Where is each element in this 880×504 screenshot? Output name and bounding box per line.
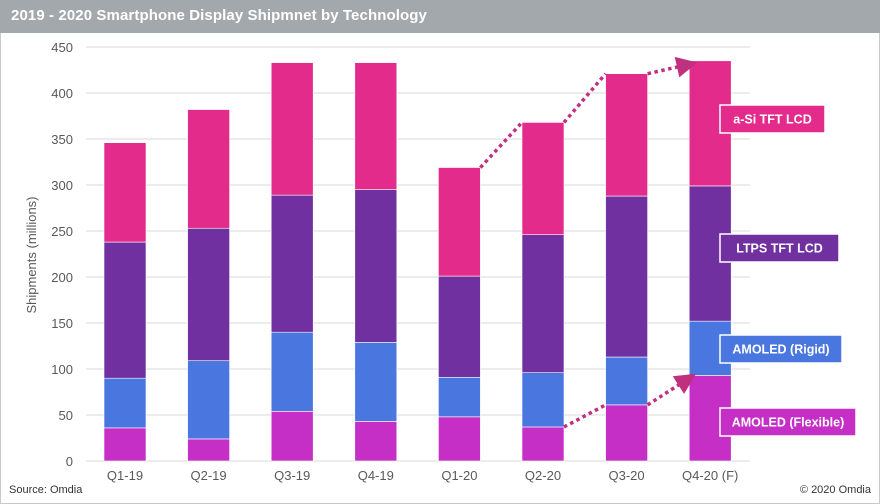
bar-stack [354,62,398,462]
source-note: Source: Omdia [9,484,83,496]
legend: a-Si TFT LCD LTPS TFT LCD AMOLED (Rigid) AM… [719,104,857,437]
legend-label: a-Si TFT LCD [733,113,811,127]
bar-segment-a-si-tft-lcd [354,62,398,190]
bar-segment-amoled-rigid [187,360,230,440]
x-tick-label: Q1-20 [441,468,477,483]
trend-arrow-segment [646,373,697,407]
copyright-note: © 2020 Omdia [799,484,871,496]
legend-label: AMOLED (Rigid) [732,343,829,357]
bar-segment-amoled-rigid [605,356,648,406]
x-tick-label: Q2-19 [191,468,227,483]
bar-stack [521,122,565,462]
bar-segment-a-si-tft-lcd [438,167,481,277]
legend-label: AMOLED (Flexible) [732,416,845,430]
y-tick-label: 350 [51,132,73,147]
legend-item: AMOLED (Rigid) [719,334,843,364]
x-tick-label: Q1-19 [107,468,143,483]
title-bar: 2019 - 2020 Smartphone Display Shipmnet … [0,0,880,33]
gridlines [86,46,750,462]
trend-arrow-segment [562,72,607,124]
bar-stack [605,73,648,462]
y-tick-label: 300 [51,178,73,193]
bar-stack [270,62,314,462]
x-tick-label: Q3-20 [609,468,645,483]
x-tick-label: Q2-20 [525,468,561,483]
y-tick-label: 450 [51,40,73,55]
x-axis-ticks: Q1-19 Q2-19 Q3-19 Q4-19 Q1-20 Q2-20 Q3-20 Q4-20… [107,468,738,483]
bar-segment-amoled-flexible [605,404,648,462]
bar-segment-a-si-tft-lcd [270,62,314,196]
bar-stack [438,167,481,462]
x-tick-label: Q4-20 (F) [682,468,738,483]
bar-stack [103,142,147,462]
bar-segment-amoled-rigid [521,372,565,428]
y-tick-label: 400 [51,86,73,101]
bar-segment-ltps-tft-lcd [270,194,314,333]
bar-segment-amoled-flexible [270,411,314,462]
bar-segment-amoled-rigid [438,376,481,418]
bar-segment-a-si-tft-lcd [103,142,147,243]
legend-item: LTPS TFT LCD [719,233,840,263]
annotations [479,56,698,429]
bar-segment-amoled-rigid [354,342,398,422]
y-axis-title: Shipments (millions) [24,196,39,313]
y-tick-label: 150 [51,316,73,331]
bar-segment-amoled-flexible [438,416,481,462]
trend-arrow-segment [647,56,698,78]
legend-box [719,104,826,134]
x-tick-label: Q3-19 [274,468,310,483]
bar-segment-a-si-tft-lcd [605,73,648,197]
y-axis-ticks: 0 50 100 150 200 250 300 350 400 450 [51,40,73,469]
bar-segment-amoled-rigid [103,377,147,429]
y-tick-label: 100 [51,362,73,377]
x-tick-label: Q4-19 [358,468,394,483]
legend-box [719,233,840,263]
bar-segment-ltps-tft-lcd [354,189,398,343]
legend-box [719,407,857,437]
bar-segment-ltps-tft-lcd [438,275,481,378]
trend-arrow-segment [563,403,607,429]
chart-title: 2019 - 2020 Smartphone Display Shipmnet … [11,7,427,24]
legend-label: LTPS TFT LCD [736,242,823,256]
legend-box [719,334,843,364]
trend-arrow-segment [479,121,524,169]
bar-segment-a-si-tft-lcd [521,122,565,235]
bar-segment-ltps-tft-lcd [605,195,648,358]
bar-segment-amoled-flexible [521,426,565,462]
bar-segment-ltps-tft-lcd [103,241,147,379]
y-tick-label: 0 [66,454,73,469]
legend-item: AMOLED (Flexible) [719,407,857,437]
bar-segment-a-si-tft-lcd [187,109,230,229]
y-tick-label: 50 [59,408,73,423]
y-tick-label: 250 [51,224,73,239]
bar-segment-amoled-flexible [187,438,230,462]
legend-item: a-Si TFT LCD [719,104,826,134]
bar-segment-amoled-rigid [270,331,314,412]
bar-segment-ltps-tft-lcd [521,234,565,373]
bars [103,60,732,462]
bar-segment-ltps-tft-lcd [187,227,230,362]
bar-stack [187,109,230,462]
bar-segment-amoled-flexible [354,421,398,462]
y-tick-label: 200 [51,270,73,285]
bar-segment-amoled-flexible [103,427,147,462]
